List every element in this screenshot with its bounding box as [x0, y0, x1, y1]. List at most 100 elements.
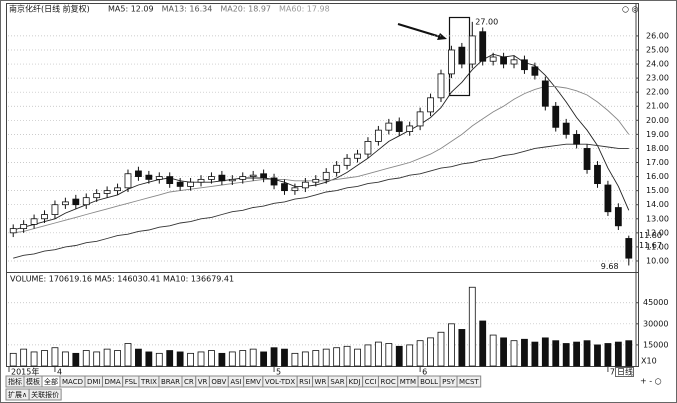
y-tick-label: 14.00 — [646, 200, 669, 209]
volume-bar — [249, 348, 257, 367]
y-tick-label: 11.00 — [646, 242, 669, 251]
period-button[interactable] — [615, 367, 634, 377]
tab-label[interactable]: ROC — [380, 378, 395, 386]
tab-label[interactable]: MCST — [459, 378, 479, 386]
candle-body — [187, 181, 194, 187]
volume-bar — [343, 345, 351, 367]
volume-bar — [30, 351, 38, 367]
y-tick-label: 18.00 — [646, 144, 669, 153]
candle-body — [72, 198, 80, 206]
volume-bar — [281, 348, 288, 367]
candle-body — [291, 187, 299, 192]
zoom-controls[interactable]: + - ○ — [640, 377, 662, 386]
volume-bar — [479, 320, 487, 367]
tab-label[interactable]: DMA — [104, 378, 120, 386]
volume-bar — [500, 337, 507, 367]
indicator-label: MA5: 12.09 — [108, 5, 154, 14]
tab-label[interactable]: 全部 — [44, 377, 58, 386]
tab-label[interactable]: EMV — [246, 378, 261, 386]
candle-body — [395, 121, 403, 132]
candle-body — [249, 174, 257, 177]
tab-label[interactable]: WR — [315, 378, 327, 386]
candle-body — [312, 178, 320, 183]
tab-label[interactable]: MACD — [62, 378, 83, 386]
candle-body — [604, 184, 612, 213]
ma-line — [13, 86, 630, 234]
candle-body — [573, 133, 581, 145]
tab[interactable] — [456, 375, 482, 388]
volume-bar — [312, 350, 320, 367]
tab-label[interactable]: KDJ — [349, 378, 361, 386]
tab-label[interactable]: TRIX — [140, 378, 157, 386]
candle-body — [385, 122, 393, 131]
volume-bar — [374, 341, 382, 367]
x-tick-label: 5 — [276, 368, 281, 377]
tab-label[interactable]: BRAR — [161, 378, 180, 386]
x-tick-label: 2015年 — [11, 367, 39, 377]
volume-bar — [135, 348, 142, 367]
volume-bar — [541, 337, 549, 367]
volume-bar — [176, 351, 184, 367]
candle-body — [531, 66, 539, 76]
candle-body — [583, 148, 591, 170]
candle-body — [552, 105, 560, 128]
bottom-tab-label[interactable]: 关联报价 — [31, 390, 59, 399]
candle-body — [124, 173, 132, 189]
volume-bar — [155, 352, 163, 367]
chart-title: 南京化纤(日线 前复权) — [9, 4, 90, 14]
candle-body — [166, 176, 174, 185]
candle-body — [51, 204, 59, 215]
tab-label[interactable]: PSY — [442, 378, 456, 386]
candle-body — [218, 174, 226, 182]
tab-label[interactable]: VR — [198, 378, 208, 386]
volume-bar — [20, 348, 28, 367]
volume-bar — [197, 351, 205, 367]
tab-label[interactable]: OBV — [211, 378, 226, 386]
volume-bar — [406, 344, 414, 367]
candle-body — [20, 223, 28, 230]
tab-label[interactable]: 模板 — [26, 377, 40, 386]
candle-body — [145, 174, 153, 180]
bottom-tab[interactable] — [28, 388, 62, 401]
period-label[interactable]: 日线 — [617, 367, 633, 377]
controls[interactable]: ○ ◎ — [622, 5, 639, 14]
y-tick-label: 16.00 — [646, 172, 669, 181]
tab-label[interactable]: CCI — [365, 378, 377, 386]
y-tick-label: 26.00 — [646, 31, 669, 40]
tab-label[interactable]: FSL — [125, 378, 137, 386]
volume-bar — [103, 348, 111, 367]
tab-label[interactable]: RSI — [299, 378, 310, 386]
candle-body — [228, 178, 236, 182]
volume-bar — [260, 351, 268, 367]
candle-body — [9, 228, 17, 234]
volume-bar — [468, 286, 476, 367]
y-tick-label: 15.00 — [646, 186, 669, 195]
tab-label[interactable]: 指标 — [8, 377, 22, 386]
candle-body — [614, 207, 622, 227]
annotation: 11.80 — [639, 231, 662, 240]
volume-bar — [395, 345, 403, 367]
volume-bar — [427, 337, 434, 367]
arrow-head — [437, 33, 447, 40]
volume-bar — [218, 352, 226, 367]
tab-label[interactable]: VOL-TDX — [265, 378, 296, 386]
bottom-tab-label[interactable]: 扩展∧ — [8, 390, 27, 399]
y-tick-label: 24.00 — [646, 60, 669, 69]
tab-label[interactable]: BOLL — [420, 378, 438, 386]
tab-label[interactable]: SAR — [330, 378, 344, 386]
volume-tick-label: 30000 — [643, 319, 668, 328]
candle-body — [61, 201, 69, 206]
ma-line — [13, 143, 629, 259]
indicator-label: MA20: 18.97 — [220, 5, 271, 14]
y-tick-label: 17.00 — [646, 158, 669, 167]
tab-label[interactable]: DMI — [87, 378, 101, 386]
indicator-label: MA13: 16.34 — [162, 5, 213, 14]
candle-body — [521, 59, 528, 71]
candle-body — [197, 178, 205, 183]
candle-body — [103, 190, 111, 194]
tab-label[interactable]: CR — [184, 378, 194, 386]
y-tick-label: 19.00 — [646, 130, 669, 139]
tab-label[interactable]: MTM — [400, 378, 416, 386]
indicator-label: MA60: 17.98 — [279, 5, 330, 14]
tab-label[interactable]: ASI — [230, 378, 241, 386]
